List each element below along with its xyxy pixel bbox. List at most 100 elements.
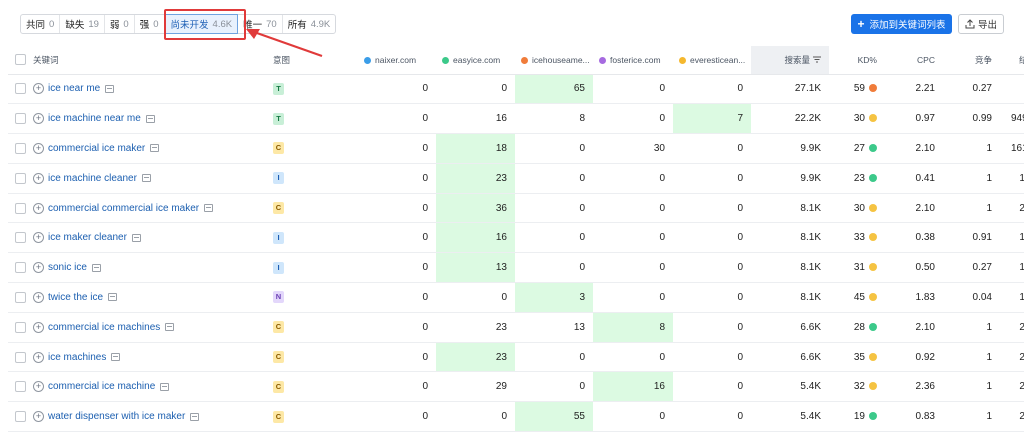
serp-preview-icon[interactable] [91, 263, 101, 272]
serp-preview-icon[interactable] [111, 353, 121, 362]
checkbox-box[interactable] [15, 351, 26, 363]
table-row: + commercial ice machine C 0 29 0 16 0 5.4K 32 2.3… [8, 371, 1024, 403]
checkbox-box[interactable] [15, 232, 26, 244]
add-circle-icon[interactable]: + [33, 262, 44, 274]
keyword-text: ice machine near me [48, 113, 141, 125]
keyword-link[interactable]: + twice the ice [33, 291, 118, 303]
serp-preview-icon[interactable] [160, 382, 170, 391]
column-results[interactable]: 结果 [1000, 46, 1024, 75]
checkbox-box[interactable] [15, 321, 26, 333]
checkbox-box[interactable] [15, 202, 26, 214]
serp-preview-icon[interactable] [131, 233, 141, 242]
filter-tab-label: 缺失 [65, 20, 85, 31]
domain-color-dot [599, 56, 606, 64]
add-to-keyword-list-button[interactable]: + 添加到关键词列表 [851, 14, 952, 34]
domain-position-cell: 0 [673, 282, 751, 313]
column-domain[interactable]: naixer.com [358, 46, 436, 75]
sort-descending-icon[interactable] [813, 56, 821, 63]
checkbox-box[interactable] [15, 83, 26, 95]
keyword-link[interactable]: + commercial ice machine [33, 381, 170, 393]
row-checkbox[interactable] [8, 103, 33, 135]
domain-name: easyice.com [453, 54, 501, 65]
domain-position-cell: 7 [673, 103, 751, 135]
serp-preview-icon[interactable] [108, 293, 118, 302]
row-checkbox[interactable] [8, 401, 33, 432]
add-circle-icon[interactable]: + [33, 351, 44, 363]
domain-position-cell: 0 [673, 312, 751, 343]
filter-tab[interactable]: 缺失 19 [60, 15, 105, 33]
keyword-link[interactable]: + ice machines [33, 351, 121, 363]
serp-preview-icon[interactable] [190, 412, 200, 421]
keyword-link[interactable]: + water dispenser with ice maker [33, 411, 200, 423]
checkbox-box[interactable] [15, 381, 26, 393]
row-checkbox[interactable] [8, 282, 33, 313]
checkbox-box[interactable] [15, 262, 26, 274]
keyword-cell: + ice machines [33, 342, 273, 373]
keyword-link[interactable]: + commercial ice machines [33, 321, 175, 333]
serp-preview-icon[interactable] [150, 144, 160, 153]
checkbox-box[interactable] [15, 411, 26, 423]
domain-position-cell: 18 [436, 133, 515, 164]
column-domain[interactable]: icehouseame... [515, 46, 593, 75]
row-checkbox[interactable] [8, 312, 33, 343]
keyword-link[interactable]: + ice machine cleaner [33, 172, 151, 184]
column-domain[interactable]: everesticean... [673, 46, 751, 75]
row-checkbox[interactable] [8, 222, 33, 254]
add-circle-icon[interactable]: + [33, 321, 44, 333]
kd-difficulty-dot [869, 322, 877, 331]
table-row: + commercial ice maker C 0 18 0 30 0 9.9K 27 2.10 1… [8, 133, 1024, 164]
serp-preview-icon[interactable] [204, 204, 214, 213]
column-competition[interactable]: 竞争 [943, 46, 1000, 75]
row-checkbox[interactable] [8, 193, 33, 224]
checkbox-box[interactable] [15, 172, 26, 184]
add-circle-icon[interactable]: + [33, 411, 44, 423]
add-circle-icon[interactable]: + [33, 172, 44, 184]
add-circle-icon[interactable]: + [33, 113, 44, 125]
keyword-link[interactable]: + commercial commercial ice maker [33, 202, 214, 214]
keyword-link[interactable]: + commercial ice maker [33, 142, 160, 154]
column-domain[interactable]: fosterice.com [593, 46, 673, 75]
checkbox-box[interactable] [15, 113, 26, 125]
row-checkbox[interactable] [8, 342, 33, 373]
serp-preview-icon[interactable] [145, 114, 155, 123]
column-cpc[interactable]: CPC [886, 46, 943, 75]
select-all-checkbox[interactable] [8, 46, 33, 75]
serp-preview-icon[interactable] [141, 174, 151, 183]
add-circle-icon[interactable]: + [33, 381, 44, 393]
column-domain[interactable]: easyice.com [436, 46, 515, 75]
add-circle-icon[interactable]: + [33, 291, 44, 303]
checkbox-box[interactable] [15, 142, 26, 154]
serp-preview-icon[interactable] [105, 84, 115, 93]
keyword-link[interactable]: + sonic ice [33, 262, 101, 274]
add-circle-icon[interactable]: + [33, 232, 44, 244]
column-keyword[interactable]: 关键词 [33, 46, 273, 75]
results-cell: 2B [1000, 74, 1024, 105]
competition-cell: 1 [943, 163, 1000, 194]
filter-tab[interactable]: 共同 0 [21, 15, 61, 33]
column-intent[interactable]: 意图 [273, 46, 358, 75]
serp-preview-icon[interactable] [165, 323, 175, 332]
table-row: + commercial ice machines C 0 23 13 8 0 6.6K 28 2.… [8, 312, 1024, 343]
add-circle-icon[interactable]: + [33, 83, 44, 95]
checkbox-box[interactable] [15, 291, 26, 303]
row-checkbox[interactable] [8, 371, 33, 403]
column-search-volume[interactable]: 搜索量 [751, 46, 829, 75]
keyword-link[interactable]: + ice machine near me [33, 113, 155, 125]
keyword-link[interactable]: + ice maker cleaner [33, 232, 141, 244]
column-kd[interactable]: KD% [829, 46, 886, 75]
row-checkbox[interactable] [8, 163, 33, 194]
add-circle-icon[interactable]: + [33, 202, 44, 214]
keyword-link[interactable]: + ice near me [33, 83, 115, 95]
results-cell: 185 [1000, 163, 1024, 194]
row-checkbox[interactable] [8, 74, 33, 105]
row-checkbox[interactable] [8, 133, 33, 164]
export-button[interactable]: 导出 [958, 14, 1004, 34]
filter-tab[interactable]: 唯一 70 [238, 15, 283, 33]
add-circle-icon[interactable]: + [33, 142, 44, 154]
domain-position-cell: 0 [515, 133, 593, 164]
filter-tab[interactable]: 所有 4.9K [283, 15, 336, 33]
row-checkbox[interactable] [8, 252, 33, 284]
